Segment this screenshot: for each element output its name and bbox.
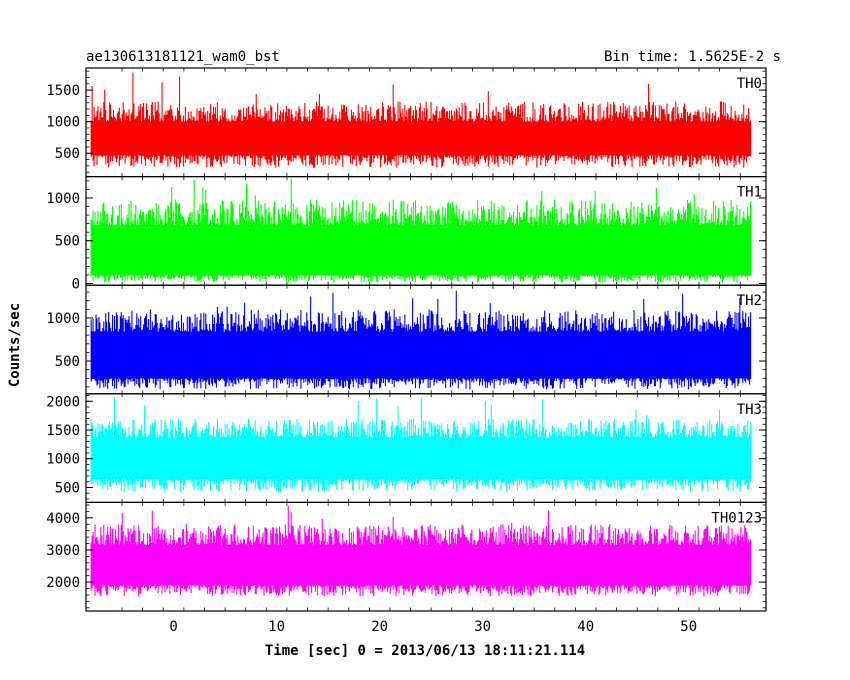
x-tick-label: 30 (474, 619, 491, 635)
x-tick-label: 50 (680, 619, 697, 635)
y-tick-label: 500 (55, 146, 80, 162)
panel-label-th1: TH1 (737, 185, 762, 201)
series-th2 (90, 290, 752, 390)
panel-label-th3: TH3 (737, 402, 762, 418)
y-tick-label: 0 (72, 276, 80, 292)
y-tick-label: 1000 (46, 311, 80, 327)
y-tick-label: 1000 (46, 452, 80, 468)
x-tick-label: 20 (371, 619, 388, 635)
y-tick-label: 3000 (46, 543, 80, 559)
bin-time-label: Bin time: 1.5625E-2 s (604, 49, 781, 65)
panel-label-th2: TH2 (737, 293, 762, 309)
x-tick-label: 0 (169, 619, 177, 635)
panel-label-th0123: TH0123 (711, 510, 762, 526)
series-th3 (90, 397, 752, 493)
series-th0123 (90, 505, 752, 597)
y-tick-label: 500 (55, 354, 80, 370)
panel-th0123: 2000 3000 4000 TH0123 (46, 501, 767, 612)
y-tick-label: 2000 (46, 575, 80, 591)
y-tick-label: 500 (55, 480, 80, 496)
y-axis-label: Counts/sec (7, 303, 23, 387)
observation-title: ae130613181121_wam0_bst (86, 49, 280, 65)
y-tick-label: 500 (55, 234, 80, 250)
panel-th2: 500 1000 TH2 (46, 284, 767, 395)
series-th1 (90, 178, 752, 283)
x-axis-label: Time [sec] 0 = 2013/06/13 18:11:21.114 (265, 643, 585, 659)
y-tick-label: 1000 (46, 115, 80, 131)
y-tick-label: 1500 (46, 83, 80, 99)
y-tick-label: 4000 (46, 511, 80, 527)
panel-th3: 500 1000 1500 2000 TH3 (46, 393, 767, 503)
y-tick-label: 2000 (46, 394, 80, 410)
panel-th1: 0 500 1000 TH1 (46, 176, 767, 292)
y-tick-label: 1500 (46, 423, 80, 439)
y-tick-label: 1000 (46, 191, 80, 207)
x-tick-label: 10 (268, 619, 285, 635)
panel-label-th0: TH0 (737, 76, 762, 92)
series-th0 (90, 72, 752, 168)
panel-th0: 500 1000 1500 TH0 (46, 67, 767, 178)
x-tick-label: 40 (577, 619, 594, 635)
